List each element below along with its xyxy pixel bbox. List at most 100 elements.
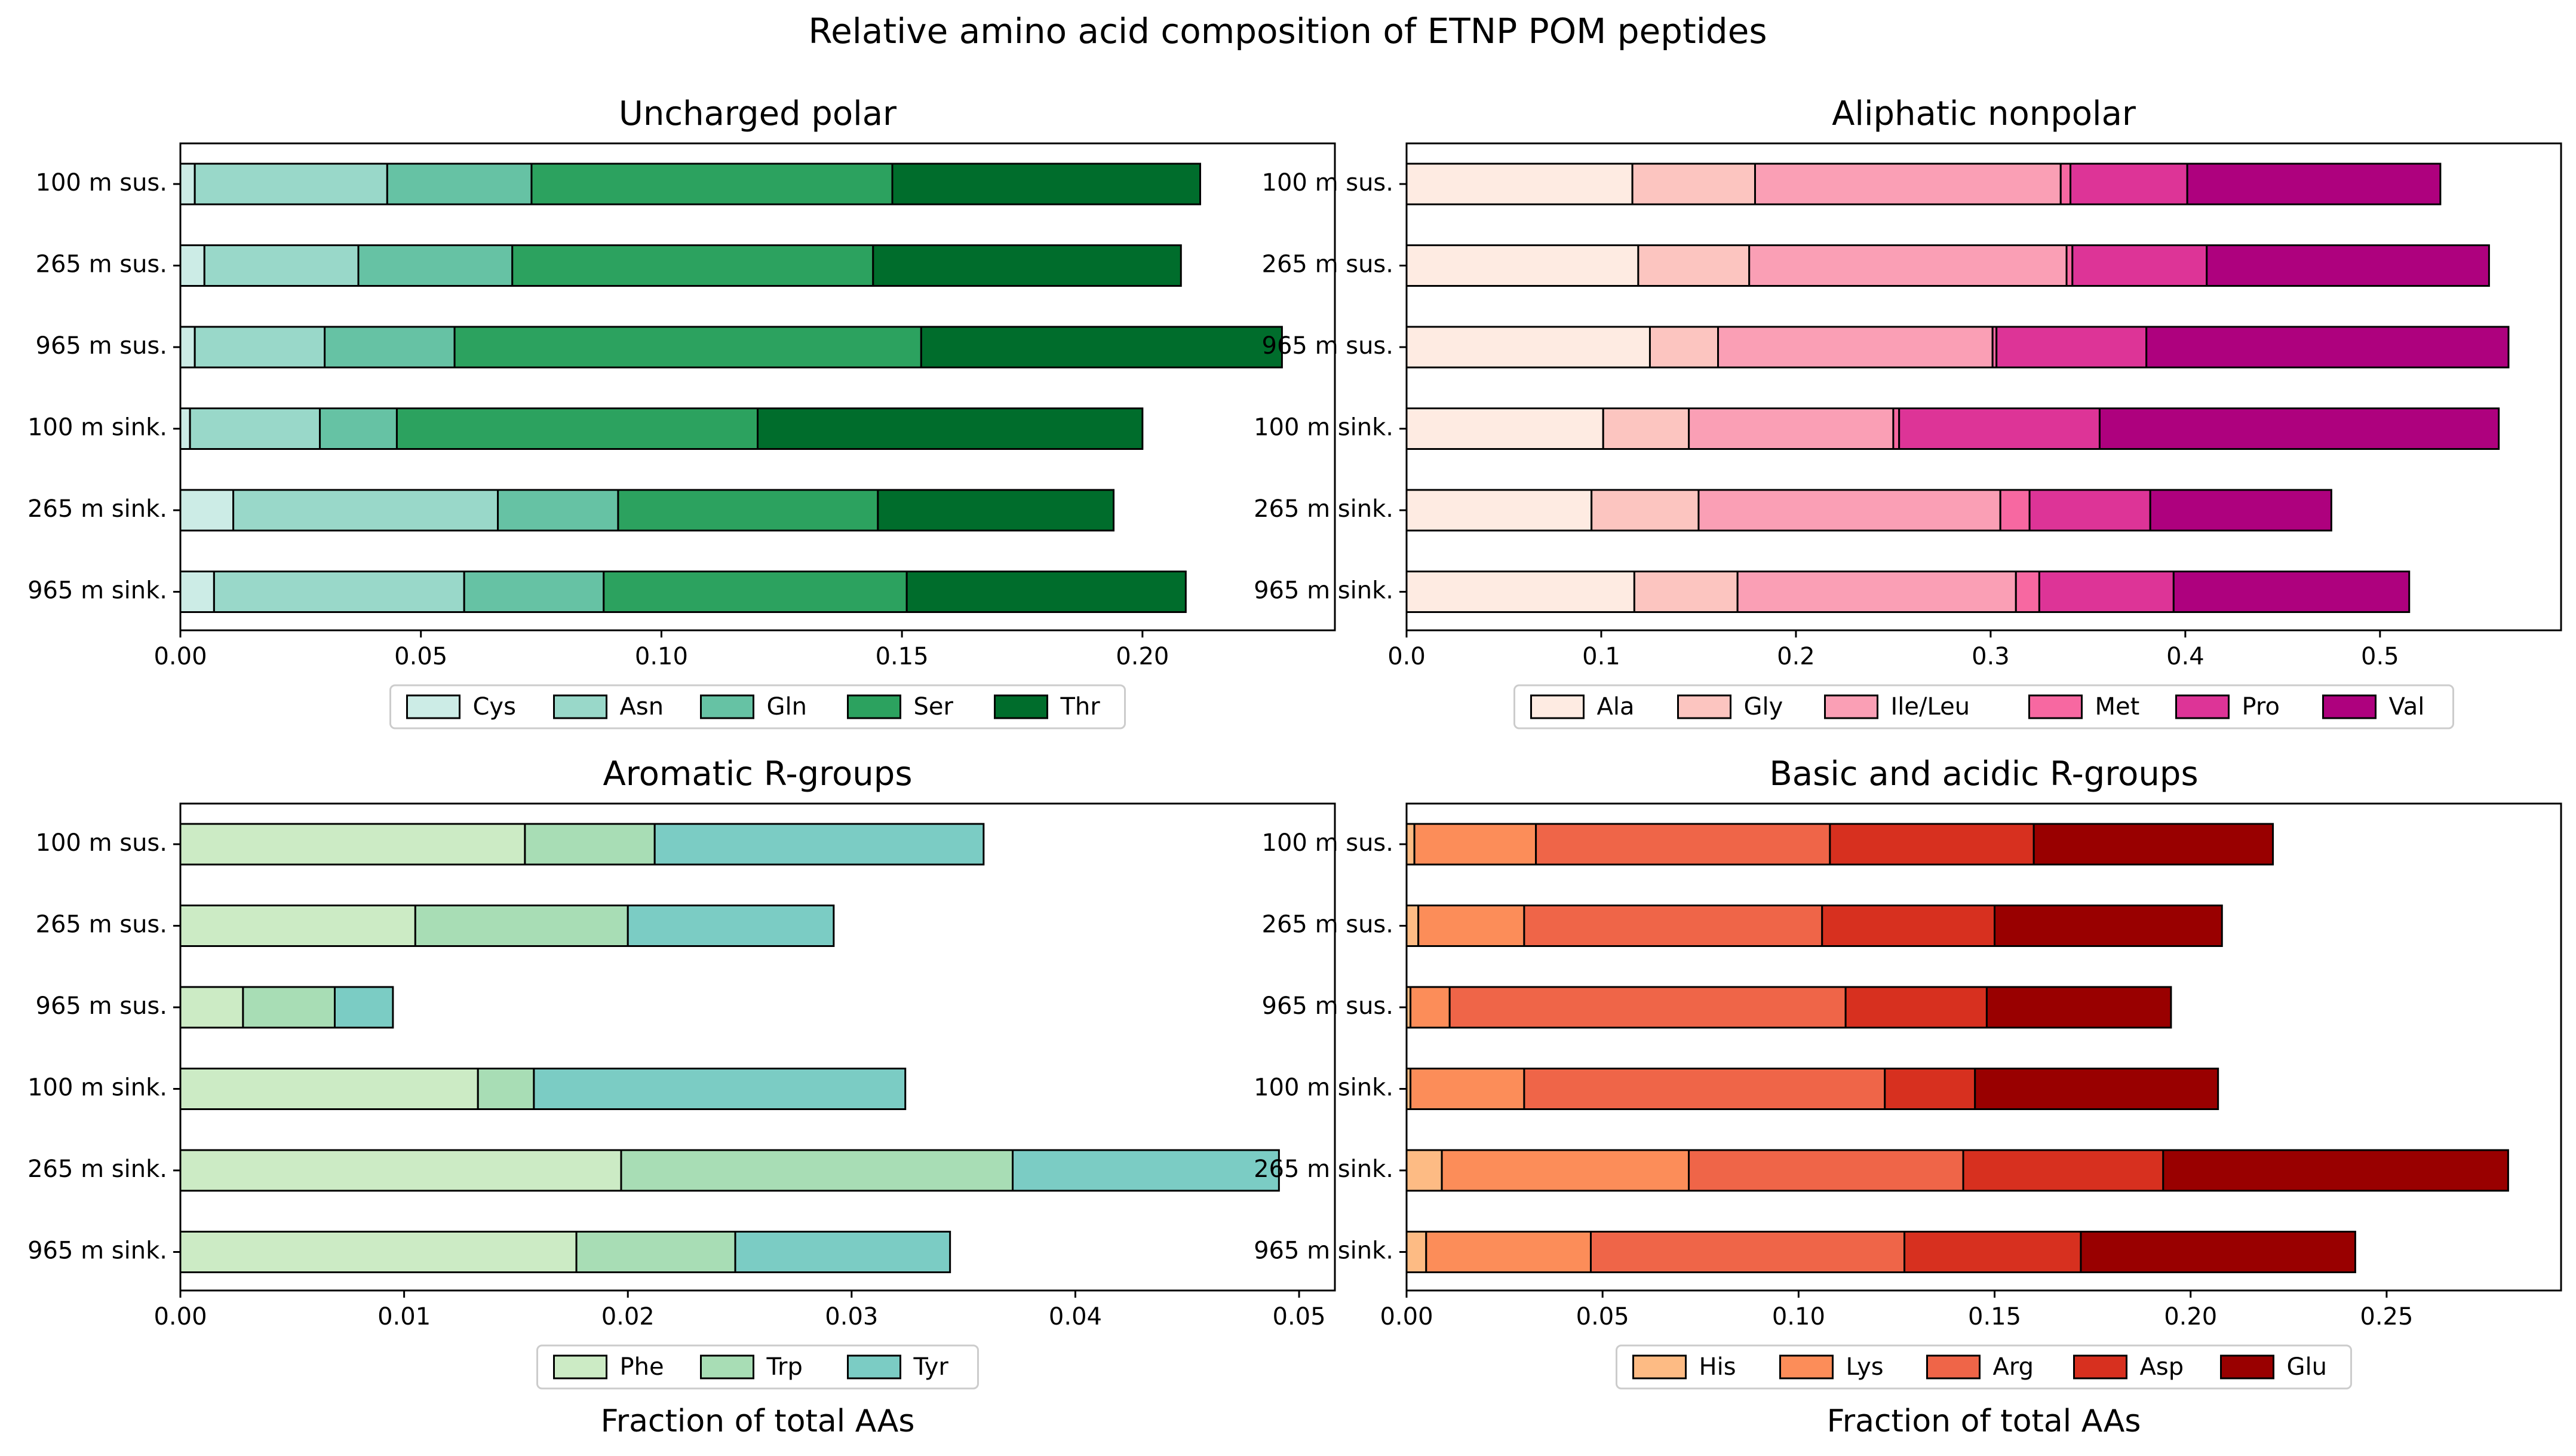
bar-asp-265-m-sink <box>1962 1149 2164 1192</box>
bar-asn-100-m-sus <box>194 163 388 206</box>
bar-ala-265-m-sus <box>1405 244 1639 287</box>
bar-asp-965-m-sus <box>1844 986 1988 1029</box>
bar-glu-965-m-sink <box>2080 1231 2356 1273</box>
legend-swatch-asn <box>553 694 607 719</box>
y-tick-label: 965 m sus. <box>1262 332 1394 360</box>
bar-ile-leu-100-m-sink <box>1688 407 1895 450</box>
bar-arg-265-m-sus <box>1523 905 1823 947</box>
bar-ser-965-m-sus <box>453 326 922 369</box>
bar-ile-leu-100-m-sus <box>1754 163 2062 206</box>
bar-gly-265-m-sink <box>1591 489 1700 532</box>
bar-glu-265-m-sink <box>2162 1149 2509 1192</box>
legend-swatch-his <box>1632 1354 1687 1380</box>
y-tick-label: 100 m sink. <box>27 1074 167 1102</box>
bar-asp-100-m-sus <box>1829 823 2035 866</box>
bar-ala-965-m-sink <box>1405 571 1635 613</box>
bar-gln-265-m-sus <box>357 244 514 287</box>
x-tick-label: 0.02 <box>601 1303 655 1331</box>
x-tick-label: 0.04 <box>1049 1303 1102 1331</box>
bar-lys-265-m-sink <box>1441 1149 1690 1192</box>
bar-thr-100-m-sink <box>757 407 1144 450</box>
bar-phe-100-m-sink <box>179 1068 479 1110</box>
x-tick-label: 0.00 <box>153 1303 207 1331</box>
panel-aliphatic-nonpolar: Aliphatic nonpolar 100 m sus. 265 m sus. 96… <box>1254 94 2562 729</box>
bar-ser-265-m-sink <box>617 489 879 532</box>
x-tick-label: 0.15 <box>876 643 929 670</box>
bar-arg-265-m-sink <box>1688 1149 1964 1192</box>
x-tick-label: 0.15 <box>1968 1303 2021 1331</box>
bar-asn-100-m-sink <box>189 407 321 450</box>
bar-ala-965-m-sus <box>1405 326 1651 369</box>
x-tick-label: 0.10 <box>1772 1303 1825 1331</box>
axes-frame <box>179 142 1336 632</box>
legend-swatch-val <box>2322 694 2377 719</box>
bar-lys-965-m-sink <box>1425 1231 1592 1273</box>
bar-phe-100-m-sus <box>179 823 526 866</box>
bar-ser-100-m-sus <box>530 163 894 206</box>
bar-trp-100-m-sus <box>524 823 656 866</box>
bar-ala-265-m-sink <box>1405 489 1593 532</box>
bar-tyr-265-m-sink <box>1012 1149 1280 1192</box>
y-tick-label: 100 m sus. <box>1262 829 1394 857</box>
legend-box <box>1513 684 2454 729</box>
legend-label-trp: Trp <box>766 1353 803 1381</box>
y-tick-label: 265 m sus. <box>36 251 168 278</box>
y-tick-label: 265 m sus. <box>36 911 168 939</box>
bar-pro-965-m-sus <box>1995 326 2148 369</box>
y-tick-label: 100 m sink. <box>27 414 167 442</box>
bar-asn-265-m-sus <box>203 244 360 287</box>
legend-label-his: His <box>1699 1353 1736 1381</box>
bar-thr-965-m-sus <box>920 326 1283 369</box>
legend-swatch-thr <box>994 694 1048 719</box>
bar-his-265-m-sink <box>1405 1149 1443 1192</box>
legend-label-lys: Lys <box>1846 1353 1884 1381</box>
axes-frame <box>179 802 1336 1292</box>
axes-frame <box>1405 142 2562 632</box>
bar-pro-265-m-sink <box>2028 489 2151 532</box>
bar-ala-100-m-sink <box>1405 407 1604 450</box>
bar-glu-100-m-sus <box>2032 823 2274 866</box>
x-axis-label: Fraction of total AAs <box>1827 1403 2141 1439</box>
bar-tyr-100-m-sink <box>533 1068 907 1110</box>
bar-lys-100-m-sink <box>1410 1068 1525 1110</box>
bar-asp-100-m-sink <box>1884 1068 1976 1110</box>
legend-label-val: Val <box>2389 693 2425 721</box>
legend-swatch-met <box>2028 694 2083 719</box>
bar-met-965-m-sink <box>2015 571 2040 613</box>
y-tick-label: 100 m sus. <box>36 829 168 857</box>
legend-swatch-tyr <box>847 1354 901 1380</box>
legend-swatch-pro <box>2175 694 2230 719</box>
legend-label-asp: Asp <box>2140 1353 2184 1381</box>
legend-swatch-phe <box>553 1354 607 1380</box>
bar-ile-leu-265-m-sink <box>1697 489 2001 532</box>
bar-gln-965-m-sink <box>463 571 605 613</box>
bar-cys-965-m-sink <box>179 571 215 613</box>
bar-gly-965-m-sus <box>1648 326 1720 369</box>
legend: Phe Trp Tyr <box>536 1344 979 1390</box>
bar-trp-265-m-sus <box>414 905 629 947</box>
y-tick-label: 265 m sink. <box>1254 495 1393 523</box>
x-tick-label: 0.20 <box>2164 1303 2217 1331</box>
bar-pro-965-m-sink <box>2038 571 2175 613</box>
bar-gln-965-m-sus <box>324 326 456 369</box>
x-tick-label: 0.05 <box>1273 1303 1326 1331</box>
bar-met-100-m-sus <box>2059 163 2072 206</box>
legend-swatch-lys <box>1779 1354 1834 1380</box>
y-tick-label: 965 m sus. <box>36 332 168 360</box>
bar-thr-265-m-sink <box>877 489 1115 532</box>
bar-his-100-m-sus <box>1405 823 1416 866</box>
bar-tyr-100-m-sus <box>653 823 985 866</box>
bar-asp-265-m-sus <box>1821 905 1996 947</box>
bar-ile-leu-965-m-sus <box>1717 326 1994 369</box>
x-tick-label: 0.2 <box>1777 643 1815 670</box>
y-tick-label: 100 m sink. <box>1254 414 1393 442</box>
bar-phe-265-m-sus <box>179 905 416 947</box>
figure-title: Relative amino acid composition of ETNP … <box>808 11 1767 51</box>
legend-label-gly: Gly <box>1744 693 1783 721</box>
panel-title: Aromatic R-groups <box>603 755 913 793</box>
bar-val-965-m-sus <box>2145 326 2510 369</box>
bar-asn-965-m-sus <box>194 326 326 369</box>
y-tick-label: 965 m sus. <box>36 992 168 1020</box>
bar-tyr-265-m-sus <box>627 905 835 947</box>
